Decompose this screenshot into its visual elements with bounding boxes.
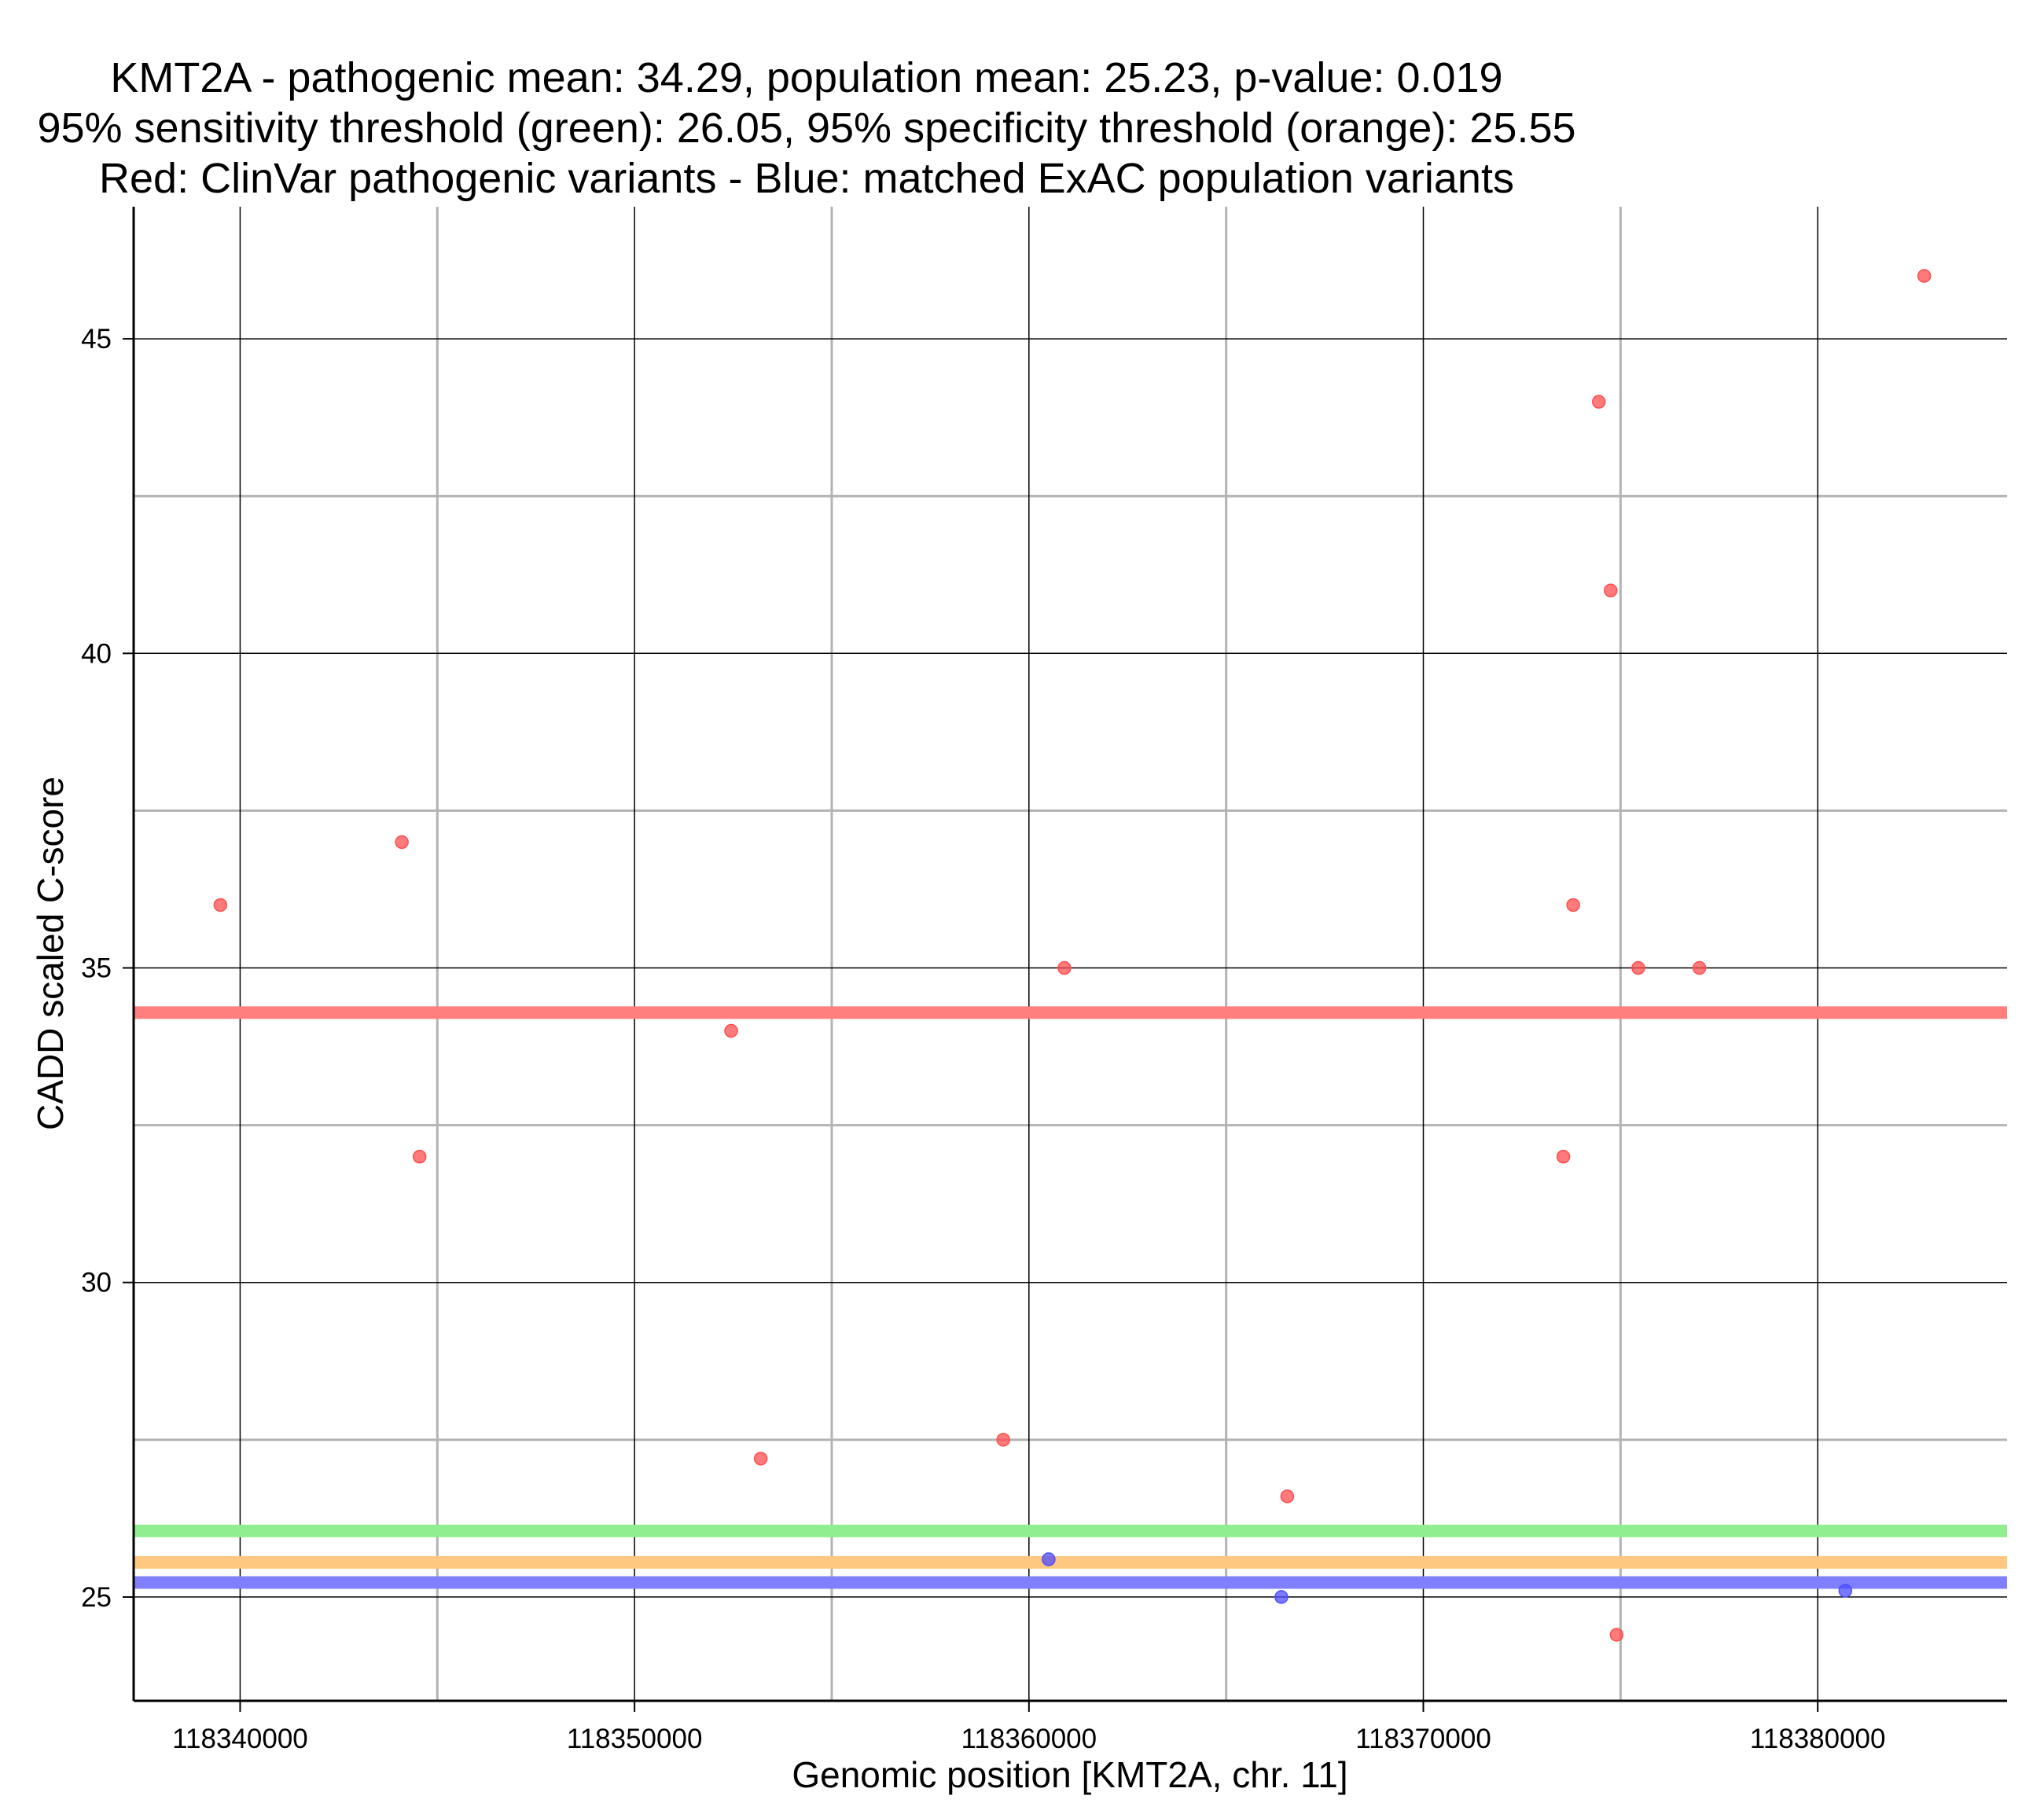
x-tick-label: 118340000 (172, 1724, 308, 1754)
title-line-3: Red: ClinVar pathogenic variants - Blue:… (99, 155, 1514, 202)
y-tick-label: 45 (81, 324, 112, 354)
clinvar-variant-point (1917, 269, 1932, 283)
x-axis-title: Genomic position [KMT2A, chr. 11] (792, 1754, 1347, 1795)
matched-variant-point (1274, 1590, 1289, 1604)
minor-grid (134, 207, 2007, 1701)
y-tick-label: 35 (81, 953, 112, 984)
title-line-2: 95% sensitivity threshold (green): 26.05… (37, 105, 1575, 152)
y-tick-label: 25 (81, 1582, 112, 1613)
x-tick-label: 118370000 (1355, 1724, 1491, 1754)
clinvar-variant-point (1609, 1628, 1624, 1642)
axes (132, 207, 2007, 1702)
clinvar-variant-point (1692, 960, 1707, 975)
y-axis-title: CADD scaled C-score (30, 777, 71, 1130)
chart-title: KMT2A - pathogenic mean: 34.29, populati… (37, 54, 1575, 202)
clinvar-variant-point (412, 1149, 427, 1164)
clinvar-variant-point (753, 1452, 768, 1466)
title-line-1: KMT2A - pathogenic mean: 34.29, populati… (110, 54, 1502, 101)
matched-variant-point (1042, 1552, 1056, 1566)
clinvar-variant-point (1057, 960, 1072, 975)
major-grid (134, 207, 2007, 1701)
data-points (213, 269, 1932, 1642)
clinvar-variant-point (1556, 1149, 1571, 1164)
matched-variant-point (1838, 1584, 1853, 1598)
clinvar-variant-point (1566, 898, 1580, 913)
y-axis-ticks: 25 30 35 40 45 (81, 324, 134, 1613)
clinvar-variant-point (213, 898, 228, 913)
y-tick-label: 40 (81, 638, 112, 669)
clinvar-variant-point (1604, 583, 1618, 598)
clinvar-variant-point (1631, 960, 1645, 975)
x-axis-ticks: 118340000 118350000 118360000 118370000 1183… (172, 1701, 1885, 1754)
reference-lines (134, 1006, 2007, 1589)
clinvar-variant-point (1280, 1489, 1295, 1504)
x-tick-label: 118360000 (961, 1724, 1097, 1754)
clinvar-variant-point (996, 1433, 1010, 1447)
clinvar-variant-point (1592, 395, 1606, 409)
y-tick-label: 30 (81, 1268, 112, 1298)
x-tick-label: 118350000 (567, 1724, 703, 1754)
x-tick-label: 118380000 (1750, 1724, 1886, 1754)
clinvar-variant-point (724, 1023, 738, 1038)
clinvar-variant-point (395, 835, 409, 850)
